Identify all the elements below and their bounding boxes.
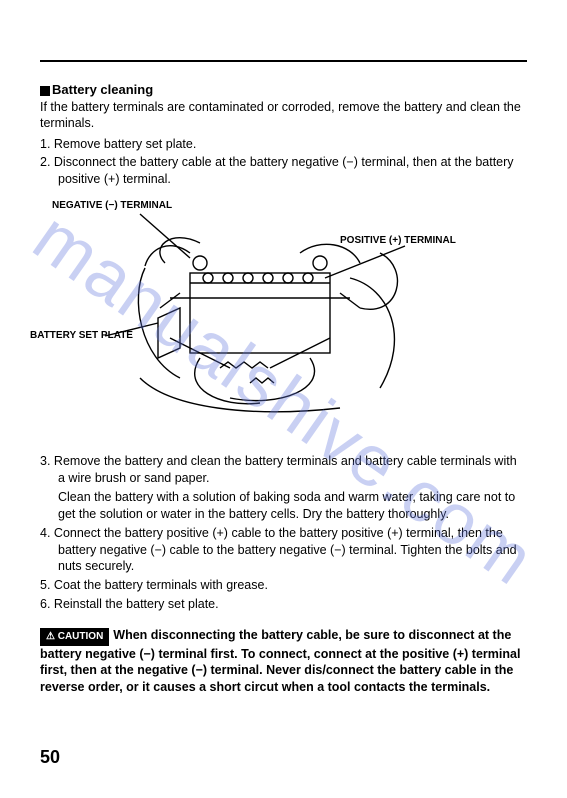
step-5: 5. Coat the battery terminals with greas… bbox=[40, 577, 527, 594]
top-rule bbox=[40, 60, 527, 62]
step-3: 3. Remove the battery and clean the batt… bbox=[40, 453, 527, 487]
step-4: 4. Connect the battery positive (+) cabl… bbox=[40, 525, 527, 576]
caution-block: ⚠ CAUTIONWhen disconnecting the battery … bbox=[40, 627, 527, 696]
battery-diagram: NEGATIVE (−) TERMINAL POSITIVE (+) TERMI… bbox=[40, 200, 527, 435]
battery-illustration bbox=[50, 208, 510, 428]
section-title: Battery cleaning bbox=[40, 82, 527, 97]
step-num: 3. bbox=[40, 454, 50, 468]
step-3-cont: Clean the battery with a solution of bak… bbox=[40, 489, 527, 523]
page-number: 50 bbox=[40, 747, 60, 768]
manual-page: Battery cleaning If the battery terminal… bbox=[0, 0, 567, 798]
step-1: 1. Remove battery set plate. bbox=[40, 136, 527, 153]
intro-text: If the battery terminals are contaminate… bbox=[40, 99, 527, 132]
step-2: 2. Disconnect the battery cable at the b… bbox=[40, 154, 527, 188]
step-num: 4. bbox=[40, 526, 50, 540]
step-text: Connect the battery positive (+) cable t… bbox=[54, 526, 517, 574]
caution-badge: ⚠ CAUTION bbox=[40, 628, 109, 646]
step-6: 6. Reinstall the battery set plate. bbox=[40, 596, 527, 613]
bullet-square-icon bbox=[40, 86, 50, 96]
step-text: Reinstall the battery set plate. bbox=[54, 597, 219, 611]
step-text: Coat the battery terminals with grease. bbox=[54, 578, 268, 592]
caution-body: When disconnecting the battery cable, be… bbox=[40, 628, 520, 694]
step-text: Remove the battery and clean the battery… bbox=[54, 454, 517, 485]
section-title-text: Battery cleaning bbox=[52, 82, 153, 97]
step-num: 5. bbox=[40, 578, 50, 592]
step-num: 6. bbox=[40, 597, 50, 611]
